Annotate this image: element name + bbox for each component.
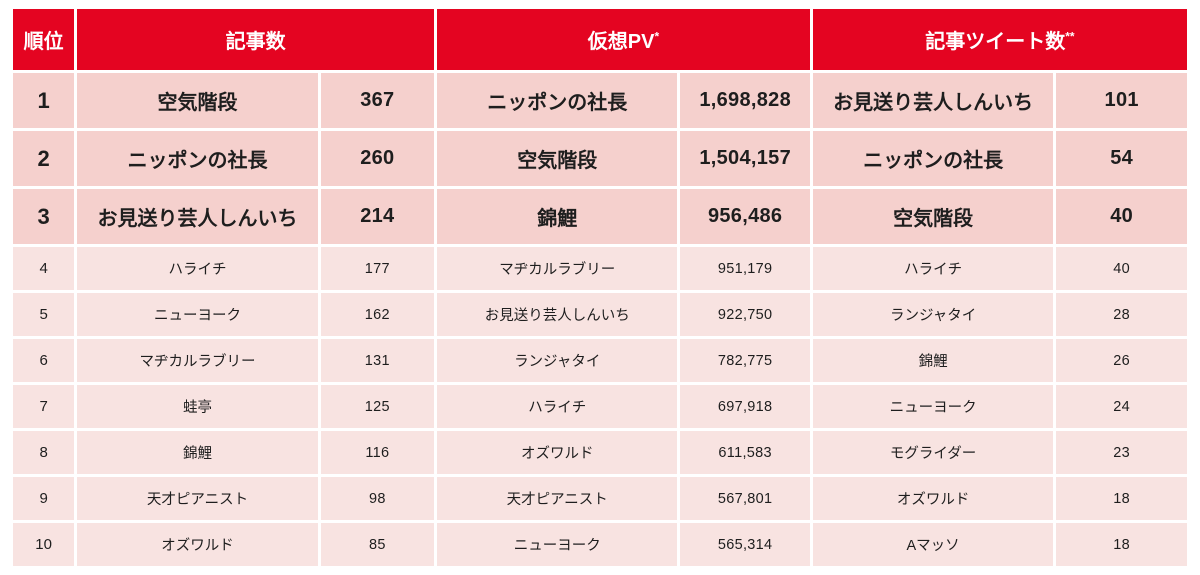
table-header-row: 順位 記事数 仮想PV* 記事ツイート数** bbox=[13, 9, 1187, 70]
header-pv: 仮想PV* bbox=[437, 9, 810, 70]
cell-rank: 1 bbox=[13, 73, 74, 128]
cell-tweets-value: 18 bbox=[1056, 477, 1187, 520]
cell-rank: 7 bbox=[13, 385, 74, 428]
table-body: 1空気階段367ニッポンの社長1,698,828お見送り芸人しんいち1012ニッ… bbox=[13, 73, 1187, 566]
table-row: 6マヂカルラブリー131ランジャタイ782,775錦鯉26 bbox=[13, 339, 1187, 382]
cell-articles-value: 367 bbox=[321, 73, 434, 128]
cell-pv-name: マヂカルラブリー bbox=[437, 247, 677, 290]
cell-pv-name: ニッポンの社長 bbox=[437, 73, 677, 128]
cell-articles-name: マヂカルラブリー bbox=[77, 339, 317, 382]
cell-pv-name: ニューヨーク bbox=[437, 523, 677, 566]
cell-rank: 5 bbox=[13, 293, 74, 336]
header-tweets-label: 記事ツイート数 bbox=[925, 31, 1065, 53]
cell-articles-value: 125 bbox=[321, 385, 434, 428]
cell-tweets-name: 空気階段 bbox=[813, 189, 1053, 244]
cell-articles-name: ニューヨーク bbox=[77, 293, 317, 336]
cell-rank: 8 bbox=[13, 431, 74, 474]
cell-tweets-value: 54 bbox=[1056, 131, 1187, 186]
cell-rank: 2 bbox=[13, 131, 74, 186]
cell-tweets-value: 23 bbox=[1056, 431, 1187, 474]
cell-articles-name: ハライチ bbox=[77, 247, 317, 290]
cell-pv-value: 611,583 bbox=[680, 431, 809, 474]
table-row: 7蛙亭125ハライチ697,918ニューヨーク24 bbox=[13, 385, 1187, 428]
cell-pv-name: ランジャタイ bbox=[437, 339, 677, 382]
cell-pv-value: 922,750 bbox=[680, 293, 809, 336]
cell-rank: 6 bbox=[13, 339, 74, 382]
cell-rank: 4 bbox=[13, 247, 74, 290]
table-row: 1空気階段367ニッポンの社長1,698,828お見送り芸人しんいち101 bbox=[13, 73, 1187, 128]
header-tweets: 記事ツイート数** bbox=[813, 9, 1187, 70]
header-pv-sup: * bbox=[654, 29, 659, 43]
cell-articles-name: お見送り芸人しんいち bbox=[77, 189, 317, 244]
cell-pv-name: 空気階段 bbox=[437, 131, 677, 186]
cell-articles-name: 錦鯉 bbox=[77, 431, 317, 474]
header-articles: 記事数 bbox=[77, 9, 434, 70]
table-row: 3お見送り芸人しんいち214錦鯉956,486空気階段40 bbox=[13, 189, 1187, 244]
cell-pv-value: 956,486 bbox=[680, 189, 809, 244]
cell-tweets-name: Aマッソ bbox=[813, 523, 1053, 566]
ranking-table: 順位 記事数 仮想PV* 記事ツイート数** 1空気階段367ニッポンの社長1,… bbox=[10, 6, 1190, 569]
cell-tweets-name: モグライダー bbox=[813, 431, 1053, 474]
cell-tweets-value: 40 bbox=[1056, 189, 1187, 244]
cell-pv-value: 1,698,828 bbox=[680, 73, 809, 128]
cell-tweets-value: 28 bbox=[1056, 293, 1187, 336]
cell-tweets-name: ランジャタイ bbox=[813, 293, 1053, 336]
table-row: 10オズワルド85ニューヨーク565,314Aマッソ18 bbox=[13, 523, 1187, 566]
cell-pv-value: 565,314 bbox=[680, 523, 809, 566]
cell-pv-value: 697,918 bbox=[680, 385, 809, 428]
cell-articles-value: 260 bbox=[321, 131, 434, 186]
cell-tweets-name: オズワルド bbox=[813, 477, 1053, 520]
cell-tweets-value: 26 bbox=[1056, 339, 1187, 382]
cell-articles-value: 116 bbox=[321, 431, 434, 474]
cell-tweets-name: ニッポンの社長 bbox=[813, 131, 1053, 186]
table-row: 4ハライチ177マヂカルラブリー951,179ハライチ40 bbox=[13, 247, 1187, 290]
cell-articles-name: オズワルド bbox=[77, 523, 317, 566]
cell-tweets-value: 40 bbox=[1056, 247, 1187, 290]
cell-articles-value: 131 bbox=[321, 339, 434, 382]
cell-pv-name: お見送り芸人しんいち bbox=[437, 293, 677, 336]
cell-rank: 3 bbox=[13, 189, 74, 244]
cell-tweets-name: お見送り芸人しんいち bbox=[813, 73, 1053, 128]
cell-tweets-value: 18 bbox=[1056, 523, 1187, 566]
cell-tweets-name: 錦鯉 bbox=[813, 339, 1053, 382]
cell-articles-value: 177 bbox=[321, 247, 434, 290]
cell-pv-value: 951,179 bbox=[680, 247, 809, 290]
header-pv-label: 仮想PV bbox=[588, 31, 655, 53]
cell-rank: 9 bbox=[13, 477, 74, 520]
cell-articles-name: 天才ピアニスト bbox=[77, 477, 317, 520]
cell-tweets-value: 101 bbox=[1056, 73, 1187, 128]
cell-articles-value: 98 bbox=[321, 477, 434, 520]
cell-articles-name: 蛙亭 bbox=[77, 385, 317, 428]
cell-tweets-name: ニューヨーク bbox=[813, 385, 1053, 428]
header-tweets-sup: ** bbox=[1065, 29, 1074, 43]
cell-tweets-value: 24 bbox=[1056, 385, 1187, 428]
cell-pv-value: 1,504,157 bbox=[680, 131, 809, 186]
cell-articles-value: 162 bbox=[321, 293, 434, 336]
cell-articles-value: 214 bbox=[321, 189, 434, 244]
cell-articles-name: ニッポンの社長 bbox=[77, 131, 317, 186]
cell-pv-value: 567,801 bbox=[680, 477, 809, 520]
cell-pv-name: 天才ピアニスト bbox=[437, 477, 677, 520]
cell-articles-name: 空気階段 bbox=[77, 73, 317, 128]
header-rank: 順位 bbox=[13, 9, 74, 70]
table-row: 5ニューヨーク162お見送り芸人しんいち922,750ランジャタイ28 bbox=[13, 293, 1187, 336]
cell-pv-name: オズワルド bbox=[437, 431, 677, 474]
cell-tweets-name: ハライチ bbox=[813, 247, 1053, 290]
table-row: 8錦鯉116オズワルド611,583モグライダー23 bbox=[13, 431, 1187, 474]
cell-pv-value: 782,775 bbox=[680, 339, 809, 382]
cell-pv-name: ハライチ bbox=[437, 385, 677, 428]
cell-articles-value: 85 bbox=[321, 523, 434, 566]
table-row: 2ニッポンの社長260空気階段1,504,157ニッポンの社長54 bbox=[13, 131, 1187, 186]
cell-rank: 10 bbox=[13, 523, 74, 566]
table-row: 9天才ピアニスト98天才ピアニスト567,801オズワルド18 bbox=[13, 477, 1187, 520]
cell-pv-name: 錦鯉 bbox=[437, 189, 677, 244]
